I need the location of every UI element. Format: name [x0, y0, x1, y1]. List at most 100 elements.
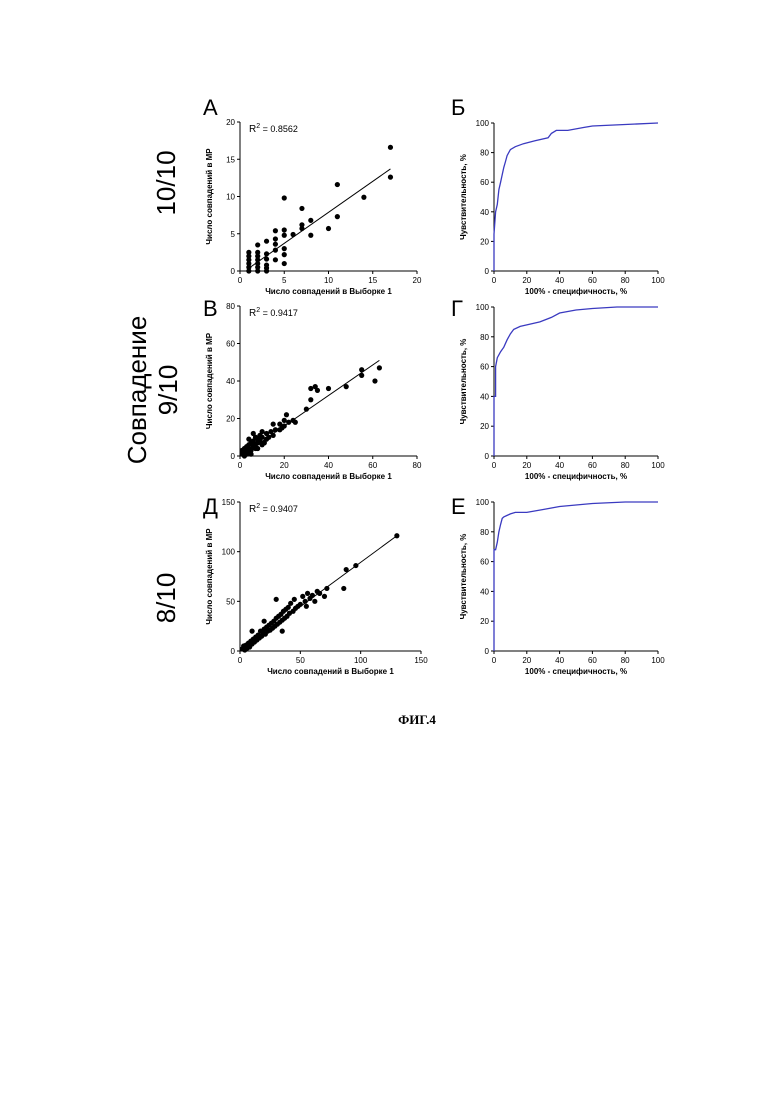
roc-curve: [494, 123, 658, 271]
x-tick-label: 60: [368, 461, 377, 470]
y-tick-label: 60: [480, 558, 489, 567]
data-point: [273, 248, 278, 253]
x-tick-label: 150: [414, 656, 428, 665]
y-tick-label: 60: [480, 178, 489, 187]
y-tick-label: 15: [226, 155, 235, 164]
roc-curve: [494, 502, 658, 651]
y-axis-label: Число совпадений в МР: [205, 528, 214, 625]
y-tick-label: 0: [485, 267, 490, 276]
data-point: [326, 386, 331, 391]
y-tick-label: 60: [480, 363, 489, 372]
data-point: [388, 175, 393, 180]
data-point: [264, 265, 269, 270]
panel-letter: Е: [451, 494, 466, 519]
row-label-8-10: 8/10: [151, 573, 181, 624]
data-point: [286, 420, 291, 425]
data-point: [308, 397, 313, 402]
x-tick-label: 0: [238, 461, 243, 470]
y-axis-label: Чувствительность, %: [459, 339, 468, 425]
x-axis-label: 100% - специфичность, %: [525, 287, 627, 296]
r-squared-label: R2 = 0.9417: [249, 307, 298, 319]
data-point: [255, 250, 260, 255]
panel-letter: В: [203, 296, 218, 321]
data-point: [341, 586, 346, 591]
panel-5: Д050100150050100150Число совпадений в Вы…: [203, 494, 428, 676]
y-tick-label: 80: [226, 302, 235, 311]
r-squared-value: = 0.9417: [260, 308, 298, 318]
x-tick-label: 100: [651, 656, 665, 665]
x-tick-label: 80: [413, 461, 422, 470]
data-point: [266, 435, 271, 440]
y-tick-label: 20: [226, 415, 235, 424]
y-tick-label: 80: [480, 333, 489, 342]
data-point: [299, 206, 304, 211]
y-tick-label: 40: [480, 208, 489, 217]
data-point: [292, 597, 297, 602]
x-tick-label: 40: [555, 276, 564, 285]
data-point: [282, 252, 287, 257]
data-point: [312, 599, 317, 604]
data-point: [262, 440, 267, 445]
data-point: [308, 386, 313, 391]
y-tick-label: 20: [480, 237, 489, 246]
y-tick-label: 0: [485, 452, 490, 461]
data-point: [303, 599, 308, 604]
x-tick-label: 40: [555, 461, 564, 470]
data-point: [377, 365, 382, 370]
y-tick-label: 20: [480, 617, 489, 626]
regression-line: [248, 169, 390, 269]
x-tick-label: 15: [368, 276, 377, 285]
x-tick-label: 100: [354, 656, 368, 665]
y-tick-label: 60: [226, 340, 235, 349]
data-point: [273, 242, 278, 247]
panel-letter: Д: [203, 494, 218, 519]
data-point: [293, 420, 298, 425]
y-tick-label: 0: [485, 647, 490, 656]
x-tick-label: 20: [522, 276, 531, 285]
x-tick-label: 80: [621, 656, 630, 665]
data-point: [304, 604, 309, 609]
row-label-match: Совпадение: [122, 316, 152, 465]
y-tick-label: 100: [476, 498, 490, 507]
x-tick-label: 80: [621, 276, 630, 285]
panel-6: Е020406080100020406080100100% - специфич…: [451, 494, 665, 676]
panel-3: В020406080020406080Число совпадений в Вы…: [203, 296, 422, 481]
y-tick-label: 0: [231, 647, 236, 656]
y-tick-label: 100: [476, 119, 490, 128]
y-axis-label: Чувствительность, %: [459, 154, 468, 240]
r-squared-value: = 0.9407: [260, 504, 298, 514]
r-squared-symbol: R: [249, 504, 256, 515]
panels-group: А0510152005101520Число совпадений в Выбо…: [203, 95, 665, 676]
data-point: [288, 601, 293, 606]
y-tick-label: 10: [226, 193, 235, 202]
data-point: [251, 431, 256, 436]
x-axis-label: Число совпадений в Выборке 1: [265, 287, 392, 296]
data-point: [359, 373, 364, 378]
data-point: [372, 378, 377, 383]
data-point: [273, 236, 278, 241]
row-label-10-10: 10/10: [151, 150, 181, 215]
data-point: [353, 563, 358, 568]
y-tick-label: 40: [226, 377, 235, 386]
x-tick-label: 60: [588, 461, 597, 470]
data-point: [262, 619, 267, 624]
x-tick-label: 20: [280, 461, 289, 470]
data-point: [291, 232, 296, 237]
data-point: [273, 427, 278, 432]
x-tick-label: 0: [238, 276, 243, 285]
data-point: [299, 222, 304, 227]
y-tick-label: 100: [476, 303, 490, 312]
data-point: [315, 388, 320, 393]
y-tick-label: 50: [226, 597, 235, 606]
x-tick-label: 20: [522, 461, 531, 470]
data-point: [264, 251, 269, 256]
x-tick-label: 100: [651, 461, 665, 470]
data-point: [359, 367, 364, 372]
x-axis-label: 100% - специфичность, %: [525, 667, 627, 676]
data-point: [335, 214, 340, 219]
y-axis-label: Чувствительность, %: [459, 534, 468, 620]
data-point: [264, 239, 269, 244]
data-point: [300, 594, 305, 599]
data-point: [308, 218, 313, 223]
data-point: [394, 533, 399, 538]
